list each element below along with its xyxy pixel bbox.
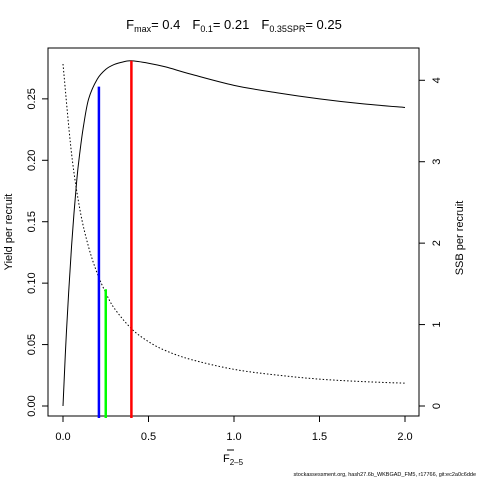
x-tick-label: 0.5 xyxy=(141,431,156,443)
y-axis-right: 0 1 2 3 4 xyxy=(418,77,443,409)
reference-lines xyxy=(97,60,133,418)
x-axis: 0.0 0.5 1.0 1.5 2.0 xyxy=(55,415,413,443)
y-left-tick-label: 0.20 xyxy=(26,150,38,171)
x-label-symbol: F xyxy=(223,453,230,465)
y-right-tick-label: 4 xyxy=(431,77,443,83)
title-term-value: = 0.21 xyxy=(213,17,250,32)
y-right-tick-label: 3 xyxy=(431,159,443,165)
title-term-subscript: 0.35SPR xyxy=(269,24,306,34)
title-term-subscript: max xyxy=(134,24,152,34)
x-tick-label: 2.0 xyxy=(397,431,412,443)
y-left-tick-label: 0.25 xyxy=(26,88,38,109)
x-tick-label: 1.0 xyxy=(226,431,241,443)
title-term-symbol: F xyxy=(261,17,269,32)
title-term-value: = 0.25 xyxy=(305,17,342,32)
title-term-symbol: F xyxy=(192,17,200,32)
y-left-tick-label: 0.15 xyxy=(26,211,38,232)
footnote: stockassessment.org, hash27.6b_WKBGAD_FM… xyxy=(293,472,476,478)
y-right-tick-label: 0 xyxy=(431,403,443,409)
x-tick-label: 1.5 xyxy=(312,431,327,443)
yield-per-recruit-line xyxy=(62,60,406,407)
svg-text:F2–5: F2–5 xyxy=(223,453,244,467)
title-term-symbol: F xyxy=(126,17,134,32)
y-right-tick-label: 1 xyxy=(431,322,443,328)
title-term-subscript: 0.1 xyxy=(200,24,213,34)
x-label-subscript: 2–5 xyxy=(230,458,244,467)
x-axis-label: F2–5 xyxy=(223,449,244,467)
y-axis-left-label: Yield per recruit xyxy=(3,194,15,271)
x-tick-label: 0.0 xyxy=(55,431,70,443)
title-term-value: = 0.4 xyxy=(151,17,180,32)
y-right-tick-label: 2 xyxy=(431,240,443,246)
series-layer xyxy=(62,60,406,407)
chart-title: Fmax= 0.4 F0.1= 0.21 F0.35SPR= 0.25 xyxy=(126,17,342,34)
y-left-tick-label: 0.10 xyxy=(26,272,38,293)
y-axis-left: 0.00 0.05 0.10 0.15 0.20 0.25 xyxy=(26,88,49,417)
y-left-tick-label: 0.00 xyxy=(26,395,38,416)
y-axis-right-label: SSB per recruit xyxy=(454,201,466,276)
y-left-tick-label: 0.05 xyxy=(26,334,38,355)
